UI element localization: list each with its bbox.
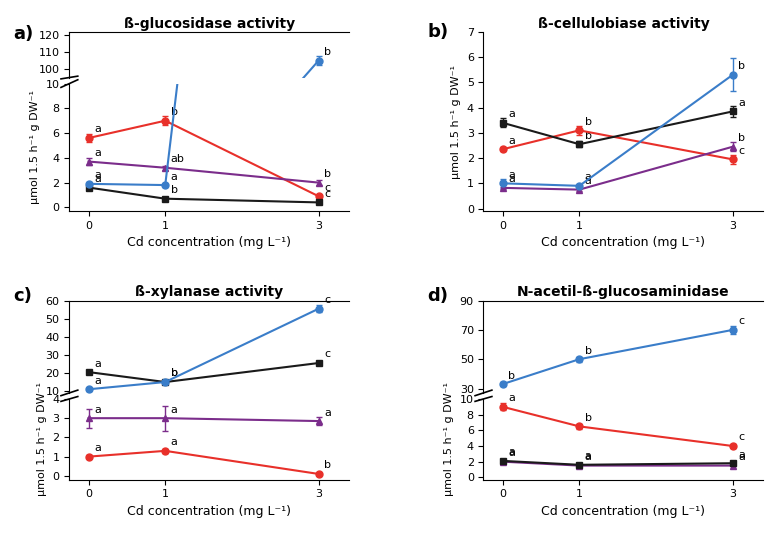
X-axis label: Cd concentration (mg L⁻¹): Cd concentration (mg L⁻¹) [541,236,705,249]
Text: c: c [738,432,744,442]
Text: b: b [508,370,515,381]
X-axis label: Cd concentration (mg L⁻¹): Cd concentration (mg L⁻¹) [127,236,291,249]
Text: ab: ab [170,154,184,164]
Text: b: b [585,131,592,141]
Text: a: a [170,405,177,415]
Text: b: b [170,368,178,378]
Text: a: a [508,109,515,119]
Text: b: b [324,461,331,471]
Text: a: a [94,376,101,386]
Text: b: b [738,133,746,143]
Text: c: c [324,295,330,305]
Text: a): a) [13,25,34,43]
Y-axis label: μmol 1.5 h⁻¹ g DW⁻¹: μmol 1.5 h⁻¹ g DW⁻¹ [444,382,454,496]
Text: c: c [738,146,744,156]
Text: a: a [508,170,515,180]
Text: b: b [324,169,331,179]
Text: c: c [324,350,330,359]
Title: ß-cellulobiase activity: ß-cellulobiase activity [537,17,709,31]
Text: a: a [94,443,101,453]
Text: b): b) [428,23,449,41]
Title: N-acetil-ß-glucosaminidase: N-acetil-ß-glucosaminidase [517,286,729,300]
Text: a: a [94,359,101,368]
Text: a: a [508,448,515,458]
Text: b: b [585,345,592,356]
Text: a: a [94,170,101,180]
Text: a: a [738,452,745,462]
Text: a: a [508,174,515,184]
Text: a: a [585,451,592,461]
Title: ß-glucosidase activity: ß-glucosidase activity [123,17,295,31]
Text: c: c [324,189,330,199]
X-axis label: Cd concentration (mg L⁻¹): Cd concentration (mg L⁻¹) [127,505,291,518]
Text: a: a [585,176,592,186]
Text: b: b [585,413,592,423]
Text: a: a [94,405,101,415]
Text: b: b [585,117,592,127]
Text: a: a [508,136,515,146]
Text: b: b [324,47,331,57]
Text: a: a [94,125,101,134]
Text: a: a [170,437,177,447]
Text: a: a [738,450,745,459]
Text: a: a [508,447,515,457]
Text: a: a [170,172,177,182]
Text: b: b [738,61,746,71]
Text: a: a [585,452,592,462]
Text: a: a [585,172,592,182]
Text: b: b [170,107,178,117]
Text: a: a [324,408,331,417]
Text: a: a [94,148,101,158]
Text: c: c [738,317,744,326]
Text: b: b [170,185,178,195]
Y-axis label: μmol 1.5 h⁻¹ g DW⁻¹: μmol 1.5 h⁻¹ g DW⁻¹ [30,90,40,204]
Text: a: a [738,98,745,108]
Text: a: a [508,393,515,403]
Text: d): d) [428,287,449,305]
Text: a: a [94,174,101,184]
Text: c): c) [13,287,32,305]
Text: b: b [170,368,178,378]
Y-axis label: μmol 1.5 h⁻¹ g DW⁻¹: μmol 1.5 h⁻¹ g DW⁻¹ [37,382,47,496]
Y-axis label: μmol 1.5 h⁻¹ g DW⁻¹: μmol 1.5 h⁻¹ g DW⁻¹ [451,64,461,179]
X-axis label: Cd concentration (mg L⁻¹): Cd concentration (mg L⁻¹) [541,505,705,518]
Title: ß-xylanase activity: ß-xylanase activity [135,286,284,300]
Text: c: c [324,183,330,192]
